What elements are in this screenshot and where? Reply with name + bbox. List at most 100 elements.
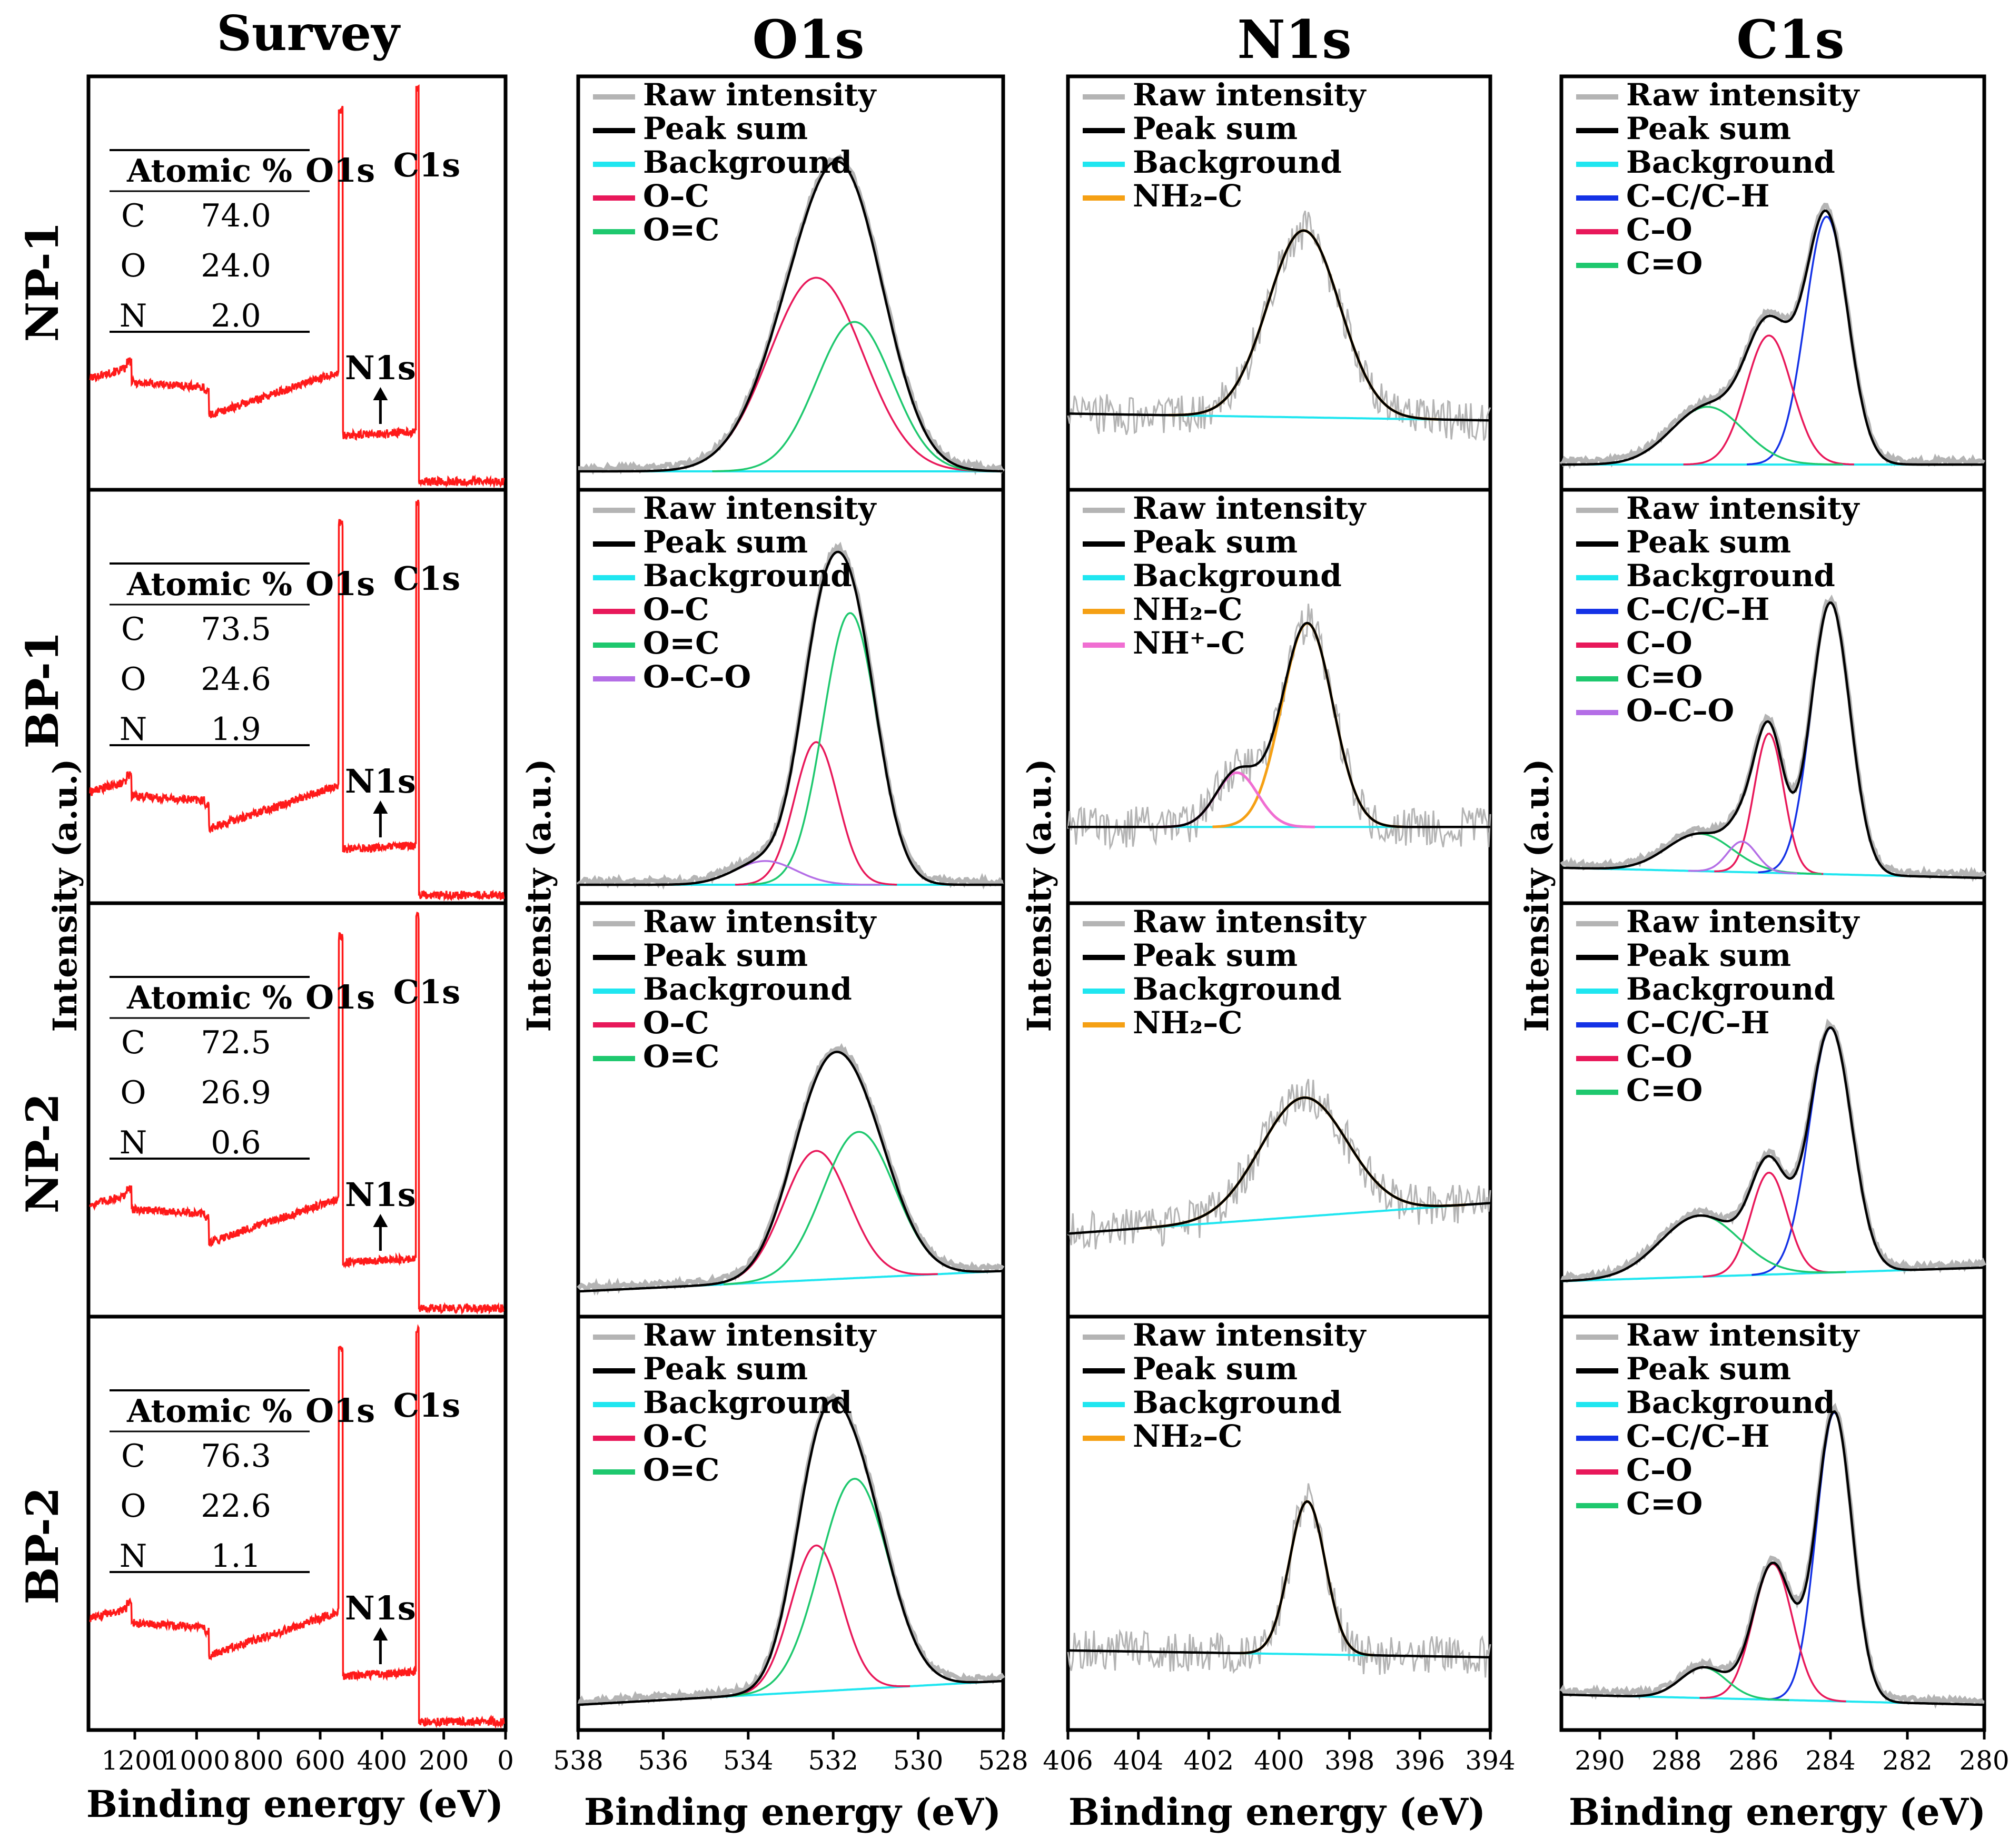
atomic-element-o: O bbox=[120, 661, 146, 698]
atomic-table-title: Atomic % bbox=[126, 1393, 292, 1430]
legend-label-oc_double: C=O bbox=[1626, 659, 1703, 695]
x-tick-label: 536 bbox=[638, 1745, 688, 1776]
y-axis-label-n1s: Intensity (a.u.) bbox=[1020, 758, 1058, 1032]
x-tick-label: 538 bbox=[553, 1745, 603, 1776]
peak-sum-line-c1s-2 bbox=[1561, 601, 1985, 879]
legend-label-oc_double: C=O bbox=[1626, 245, 1703, 281]
atomic-element-o: O bbox=[120, 1488, 146, 1525]
legend-label-nh2: NH₂–C bbox=[1133, 1418, 1242, 1454]
legend-label-oc_single: O-C bbox=[643, 1418, 708, 1454]
atomic-value-c: 72.5 bbox=[201, 1024, 271, 1061]
raw-intensity-line-o1s-3 bbox=[577, 1043, 1005, 1296]
x-tick-label: 280 bbox=[1959, 1745, 2009, 1776]
legend-label-cc: C–C/C–H bbox=[1626, 178, 1769, 214]
legend-label-sum: Peak sum bbox=[1626, 1351, 1791, 1387]
survey-peak-label-o1s: O1s bbox=[305, 978, 375, 1016]
atomic-value-n: 1.1 bbox=[211, 1538, 261, 1575]
x-axis-label-o1s: Binding energy (eV) bbox=[584, 1790, 1001, 1834]
atomic-value-c: 74.0 bbox=[201, 197, 271, 234]
legend-label-oco: O–C–O bbox=[643, 659, 751, 695]
component-line-cc-c1s-1 bbox=[1747, 215, 1906, 466]
atomic-element-n: N bbox=[120, 1124, 147, 1161]
component-line-oc_single-c1s-4 bbox=[1699, 1563, 1846, 1703]
legend-label-background: Background bbox=[1626, 1385, 1835, 1420]
legend-label-nh2: NH₂–C bbox=[1133, 1005, 1242, 1041]
legend-label-oc_single: O–C bbox=[643, 178, 709, 214]
component-line-oc_single-c1s-2 bbox=[1714, 733, 1824, 875]
component-line-oc_single-o1s-3 bbox=[694, 1150, 938, 1287]
survey-peak-label-o1s: O1s bbox=[305, 151, 375, 190]
legend-label-background: Background bbox=[643, 971, 852, 1007]
legend-label-oc_double: O=C bbox=[643, 1039, 719, 1074]
x-tick-label: 396 bbox=[1395, 1745, 1445, 1776]
raw-intensity-line-n1s-1 bbox=[1067, 210, 1491, 441]
component-line-oco-c1s-2 bbox=[1688, 841, 1797, 875]
panel-frame-o1s-4 bbox=[576, 1315, 1005, 1732]
peak-sum-line-n1s-2 bbox=[1068, 621, 1490, 828]
legend-label-background: Background bbox=[1133, 144, 1342, 180]
x-tick-label: 404 bbox=[1113, 1745, 1163, 1776]
component-line-nh2-n1s-4 bbox=[1240, 1500, 1374, 1657]
component-line-oc_double-o1s-1 bbox=[712, 321, 997, 472]
panel-frame-c1s-4 bbox=[1559, 1315, 1986, 1732]
legend-label-oc_double: C=O bbox=[1626, 1486, 1703, 1521]
x-tick-label: 290 bbox=[1575, 1745, 1625, 1776]
survey-peak-label-n1s: N1s bbox=[345, 349, 416, 387]
peak-sum-line-o1s-4 bbox=[578, 1399, 1004, 1706]
legend-label-sum: Peak sum bbox=[1626, 524, 1791, 560]
atomic-element-c: C bbox=[121, 611, 145, 648]
x-tick-label: 400 bbox=[1254, 1745, 1304, 1776]
legend-label-nh3: NH⁺–C bbox=[1133, 625, 1245, 661]
atomic-element-c: C bbox=[121, 197, 145, 234]
atomic-table-title: Atomic % bbox=[126, 980, 292, 1016]
legend-label-oc_single: C–O bbox=[1626, 1039, 1693, 1074]
row-label-bp2: BP-2 bbox=[16, 1487, 68, 1605]
n1s-arrowhead-icon bbox=[373, 1627, 388, 1641]
legend-label-raw: Raw intensity bbox=[1626, 904, 1860, 940]
x-tick-label: 800 bbox=[233, 1745, 283, 1776]
x-tick-label: 400 bbox=[357, 1745, 407, 1776]
raw-intensity-line-n1s-3 bbox=[1067, 1079, 1491, 1250]
legend-label-oc_single: C–O bbox=[1626, 1452, 1693, 1488]
peak-sum-line-n1s-4 bbox=[1068, 1500, 1490, 1659]
legend-label-background: Background bbox=[643, 1385, 852, 1420]
legend-label-raw: Raw intensity bbox=[1626, 1317, 1860, 1353]
legend-label-sum: Peak sum bbox=[643, 524, 808, 560]
n1s-arrowhead-icon bbox=[373, 801, 388, 814]
atomic-value-n: 2.0 bbox=[211, 298, 261, 334]
x-tick-label: 286 bbox=[1728, 1745, 1778, 1776]
x-axis-label-n1s: Binding energy (eV) bbox=[1068, 1790, 1486, 1834]
x-axis-label-survey: Binding energy (eV) bbox=[86, 1782, 503, 1826]
atomic-table-title: Atomic % bbox=[126, 566, 292, 603]
legend-label-cc: C–C/C–H bbox=[1626, 1005, 1769, 1041]
atomic-value-o: 26.9 bbox=[201, 1074, 271, 1111]
legend-label-raw: Raw intensity bbox=[643, 1317, 877, 1353]
legend-label-raw: Raw intensity bbox=[1133, 904, 1367, 940]
peak-sum-line-o1s-1 bbox=[578, 160, 1003, 473]
atomic-value-o: 24.6 bbox=[201, 661, 271, 698]
n1s-arrowhead-icon bbox=[373, 387, 388, 400]
x-tick-label: 530 bbox=[893, 1745, 943, 1776]
raw-intensity-line-c1s-1 bbox=[1559, 202, 1985, 470]
legend-label-sum: Peak sum bbox=[1133, 1351, 1298, 1387]
column-title-c1s: C1s bbox=[1736, 8, 1844, 71]
survey-peak-label-n1s: N1s bbox=[345, 1589, 416, 1627]
x-axis-label-c1s: Binding energy (eV) bbox=[1569, 1790, 1986, 1834]
peak-sum-line-n1s-3 bbox=[1067, 1096, 1491, 1235]
x-tick-label: 402 bbox=[1184, 1745, 1234, 1776]
legend-label-oc_single: O–C bbox=[643, 1005, 709, 1041]
legend-label-sum: Peak sum bbox=[643, 111, 808, 146]
legend-label-raw: Raw intensity bbox=[1133, 1317, 1367, 1353]
legend-label-oc_double: O=C bbox=[643, 625, 719, 661]
legend-label-raw: Raw intensity bbox=[643, 904, 877, 940]
legend-label-oc_single: C–O bbox=[1626, 212, 1693, 248]
atomic-value-c: 73.5 bbox=[201, 611, 271, 648]
component-line-oc_single-o1s-4 bbox=[721, 1544, 911, 1698]
atomic-value-n: 0.6 bbox=[211, 1124, 261, 1161]
legend-label-sum: Peak sum bbox=[1133, 524, 1298, 560]
column-title-o1s: O1s bbox=[753, 8, 865, 71]
atomic-element-n: N bbox=[120, 711, 147, 748]
legend-label-background: Background bbox=[643, 144, 852, 180]
